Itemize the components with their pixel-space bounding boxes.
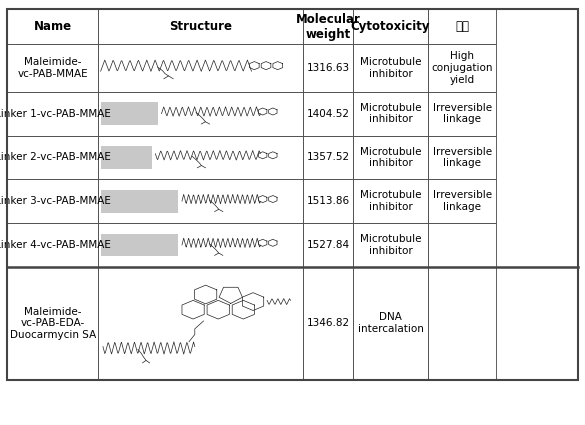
Bar [98, 267, 303, 380]
Bar [98, 136, 303, 179]
Bar [303, 223, 353, 267]
Bar [353, 9, 428, 44]
Bar [7, 9, 578, 380]
Text: Microtubule
inhibitor: Microtubule inhibitor [360, 234, 421, 256]
Bar [98, 44, 303, 92]
Bar [428, 9, 496, 44]
Bar [303, 44, 353, 92]
Bar [353, 223, 428, 267]
Bar [303, 9, 353, 44]
Text: 1513.86: 1513.86 [307, 196, 349, 206]
Text: Cytotoxicity: Cytotoxicity [351, 20, 430, 33]
Bar [7, 9, 578, 380]
Bar [353, 44, 428, 92]
Bar [101, 146, 152, 169]
Bar [428, 267, 496, 380]
Text: Irreversible
linkage: Irreversible linkage [432, 103, 492, 125]
Bar [428, 179, 496, 223]
Bar [428, 44, 496, 92]
Bar [98, 92, 303, 136]
Bar [98, 223, 303, 267]
Bar [7, 9, 98, 44]
Bar [353, 92, 428, 136]
Bar [101, 102, 158, 125]
Text: Maleimide-
vc-PAB-EDA-
Duocarmycin SA: Maleimide- vc-PAB-EDA- Duocarmycin SA [9, 306, 96, 340]
Text: 1404.52: 1404.52 [307, 109, 349, 119]
Text: 특징: 특징 [455, 20, 469, 33]
Text: Microtubule
inhibitor: Microtubule inhibitor [360, 103, 421, 125]
Bar [7, 179, 98, 223]
Bar [428, 136, 496, 179]
Text: Name: Name [33, 20, 72, 33]
Bar [98, 9, 303, 44]
Text: 1316.63: 1316.63 [307, 63, 349, 73]
Text: High
conjugation
yield: High conjugation yield [431, 51, 493, 85]
Bar [303, 179, 353, 223]
Bar [353, 136, 428, 179]
Text: 1527.84: 1527.84 [307, 240, 349, 250]
Bar [303, 136, 353, 179]
Text: Irreversible
linkage: Irreversible linkage [432, 190, 492, 212]
Text: Structure: Structure [169, 20, 232, 33]
Bar [7, 223, 98, 267]
Bar [428, 92, 496, 136]
Text: Linker 2-vc-PAB-MMAE: Linker 2-vc-PAB-MMAE [0, 153, 111, 162]
Bar [7, 267, 98, 380]
Bar [353, 267, 428, 380]
Text: Microtubule
inhibitor: Microtubule inhibitor [360, 57, 421, 79]
Bar [303, 267, 353, 380]
Text: Microtubule
inhibitor: Microtubule inhibitor [360, 147, 421, 168]
Text: 1357.52: 1357.52 [307, 153, 349, 162]
Bar [101, 234, 178, 256]
Text: DNA
intercalation: DNA intercalation [357, 312, 424, 334]
Bar [98, 179, 303, 223]
Bar [303, 92, 353, 136]
Bar [428, 223, 496, 267]
Bar [353, 179, 428, 223]
Text: Linker 1-vc-PAB-MMAE: Linker 1-vc-PAB-MMAE [0, 109, 111, 119]
Bar [7, 136, 98, 179]
Bar [7, 44, 98, 92]
Bar [101, 190, 178, 212]
Text: 1346.82: 1346.82 [307, 318, 349, 328]
Text: Maleimide-
vc-PAB-MMAE: Maleimide- vc-PAB-MMAE [18, 57, 88, 79]
Text: Linker 4-vc-PAB-MMAE: Linker 4-vc-PAB-MMAE [0, 240, 111, 250]
Text: Molecular
weight: Molecular weight [295, 13, 360, 41]
Bar [7, 92, 98, 136]
Text: Irreversible
linkage: Irreversible linkage [432, 147, 492, 168]
Text: Linker 3-vc-PAB-MMAE: Linker 3-vc-PAB-MMAE [0, 196, 111, 206]
Text: Microtubule
inhibitor: Microtubule inhibitor [360, 190, 421, 212]
